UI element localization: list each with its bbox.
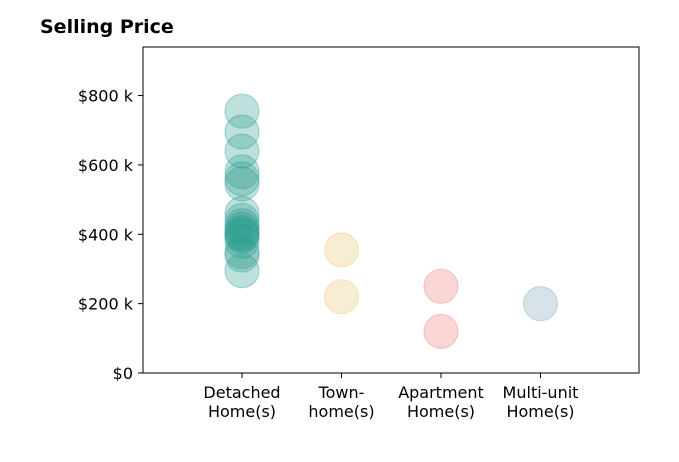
x-tick-label: Town-home(s) xyxy=(308,383,374,421)
x-tick-label: Multi-unit Home(s) xyxy=(503,383,579,421)
y-axis: $0 $200 k $400 k $600 k $800 k xyxy=(78,87,143,383)
x-tick-label: Detached Home(s) xyxy=(203,383,280,421)
data-point xyxy=(224,253,260,289)
plot-area xyxy=(142,46,640,374)
data-point xyxy=(224,234,260,270)
data-point xyxy=(224,211,260,247)
data-point xyxy=(224,161,260,197)
data-point xyxy=(224,93,260,129)
y-tick-label: $600 k xyxy=(78,156,134,175)
data-point xyxy=(224,133,260,169)
y-tick-label: $800 k xyxy=(78,87,134,106)
data-points xyxy=(224,93,559,349)
data-point xyxy=(323,232,360,268)
chart-title: Selling Price xyxy=(40,16,174,38)
y-tick-label: $200 k xyxy=(78,295,134,314)
data-point xyxy=(224,114,260,150)
data-point xyxy=(224,216,260,252)
data-point xyxy=(423,313,459,349)
data-point xyxy=(224,154,260,190)
data-point xyxy=(224,214,260,251)
data-point xyxy=(224,223,260,259)
data-point xyxy=(224,202,260,239)
data-point xyxy=(323,279,360,315)
x-axis: Detached Home(s) Town-home(s) Apartment Home… xyxy=(203,373,578,421)
data-point xyxy=(224,218,260,254)
data-point xyxy=(423,268,459,304)
data-point xyxy=(224,195,260,232)
y-tick-label: $0 xyxy=(113,364,133,383)
x-tick-label: Apartment Home(s) xyxy=(398,383,484,421)
data-point xyxy=(224,166,260,202)
data-point xyxy=(224,208,260,244)
y-tick-label: $400 k xyxy=(78,225,134,244)
data-point xyxy=(224,237,260,273)
data-point xyxy=(522,286,559,322)
